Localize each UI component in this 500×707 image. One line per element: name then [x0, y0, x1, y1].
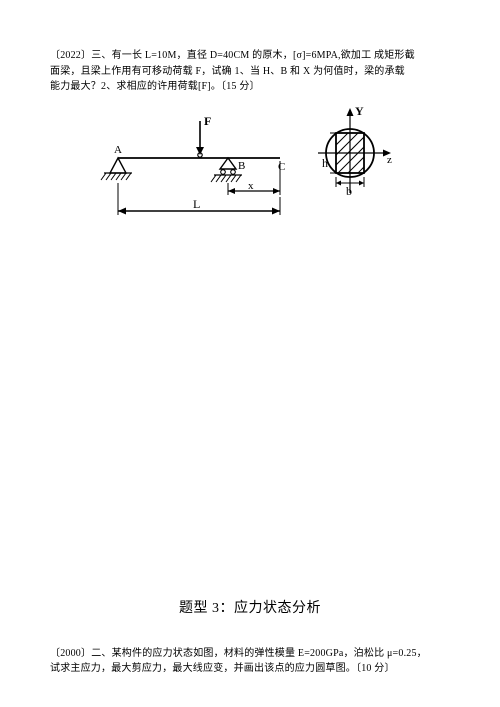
q1-line2: 面梁，且梁上作用有可移动荷载 F，试确 1、当 H、B 和 X 为何值时，梁的承…	[50, 66, 405, 77]
section-title: 题型 3：应力状态分析	[50, 598, 450, 620]
label-Y: Y	[355, 104, 364, 118]
label-x: x	[248, 180, 254, 192]
label-h: h	[322, 156, 328, 170]
force-F: F	[196, 114, 211, 157]
q1-line3: 能力最大？2、求相应的许用荷载[F]。〔15 分〕	[50, 81, 260, 92]
label-b: b	[346, 184, 352, 198]
beam-diagram: A	[101, 114, 285, 215]
label-L: L	[193, 197, 200, 211]
q2-line1: 〔2000〕二、某构件的应力状态如图，材料的弹性模量 E=200GPa，泊松比 …	[50, 648, 427, 659]
beam-and-section-diagram: A	[100, 103, 400, 233]
dimension-x: x	[228, 161, 280, 195]
page: 〔2022〕三、有一长 L=10M，直径 D=40CM 的原木，[σ]=6MPA…	[0, 0, 500, 707]
dimension-L: L	[118, 183, 280, 215]
q1-line1: 〔2022〕三、有一长 L=10M，直径 D=40CM 的原木，[σ]=6MPA…	[50, 50, 415, 61]
label-B: B	[238, 160, 245, 172]
label-A: A	[114, 144, 122, 156]
cross-section-diagram: Y z	[310, 104, 400, 201]
problem-1-figure: A	[50, 103, 450, 239]
label-z: z	[387, 154, 392, 166]
support-A	[101, 158, 132, 180]
label-C: C	[278, 161, 285, 173]
problem-1-text: 〔2022〕三、有一长 L=10M，直径 D=40CM 的原木，[σ]=6MPA…	[50, 48, 450, 95]
q2-line2: 试求主应力，最大剪应力，最大线应变，并画出该点的应力圆草图。〔10 分〕	[50, 663, 395, 674]
problem-2-text: 〔2000〕二、某构件的应力状态如图，材料的弹性模量 E=200GPa，泊松比 …	[50, 646, 450, 677]
label-F: F	[204, 114, 211, 128]
